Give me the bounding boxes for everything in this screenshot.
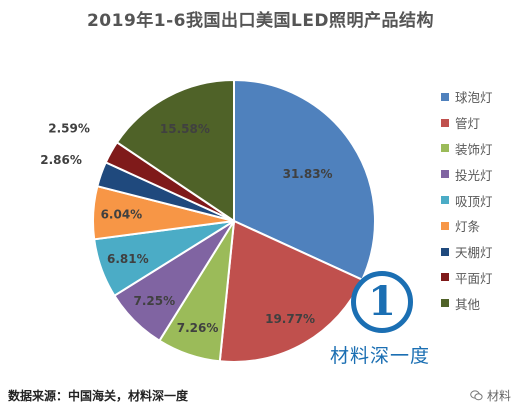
legend-swatch xyxy=(441,196,449,205)
legend-item: 吸顶灯 xyxy=(441,187,519,213)
chart-title: 2019年1-6我国出口美国LED照明产品结构 xyxy=(86,11,435,31)
legend-label: 其他 xyxy=(455,296,481,312)
data-label-3: 7.26% xyxy=(177,321,219,335)
data-label-9: 15.58% xyxy=(160,122,210,136)
legend-label: 管灯 xyxy=(455,116,481,132)
credit: 材料 xyxy=(470,387,511,404)
data-label-1: 31.83% xyxy=(283,167,333,181)
credit-text: 材料 xyxy=(487,389,512,403)
watermark-text: 材料深一度 xyxy=(329,345,430,367)
watermark-logo-glyph: 1 xyxy=(368,278,396,325)
legend-item: 投光灯 xyxy=(441,161,519,187)
legend-item: 管灯 xyxy=(441,110,519,136)
pie-slice-1 xyxy=(233,78,376,282)
legend-item: 天棚灯 xyxy=(441,239,519,265)
pie-slice-9 xyxy=(115,78,235,223)
legend-swatch xyxy=(441,221,449,230)
legend-label: 灯条 xyxy=(455,219,481,235)
legend-label: 球泡灯 xyxy=(455,90,493,106)
pie-slices xyxy=(91,78,376,363)
legend-item: 装饰灯 xyxy=(441,136,519,162)
legend-item: 平面灯 xyxy=(441,265,519,291)
source-note: 数据来源：中国海关，材料深一度 xyxy=(8,389,189,403)
legend-item: 灯条 xyxy=(441,213,519,239)
legend-swatch xyxy=(441,170,449,179)
legend-swatch xyxy=(441,299,449,308)
legend-item: 其他 xyxy=(441,290,519,316)
legend-swatch xyxy=(441,118,449,127)
legend-label: 天棚灯 xyxy=(455,245,493,261)
data-label-7: 2.86% xyxy=(40,153,82,167)
legend-swatch xyxy=(441,92,449,101)
legend-swatch xyxy=(441,144,449,153)
data-label-8: 2.59% xyxy=(48,122,90,136)
data-label-5: 6.81% xyxy=(107,252,149,266)
legend-label: 投光灯 xyxy=(455,167,493,183)
data-label-4: 7.25% xyxy=(133,294,175,308)
legend-swatch xyxy=(441,273,449,282)
watermark: 1 材料深一度 xyxy=(315,267,445,377)
data-label-6: 6.04% xyxy=(101,207,143,221)
pie-data-labels: 31.83% 19.77% 7.26%7.25% 6.81% 6.04% 2.86% 2.5… xyxy=(40,122,332,335)
wechat-icon xyxy=(470,390,483,401)
legend-label: 平面灯 xyxy=(455,270,493,286)
legend-label: 装饰灯 xyxy=(455,141,493,157)
legend-swatch xyxy=(441,247,449,256)
legend: 球泡灯管灯装饰灯投光灯吸顶灯灯条天棚灯平面灯其他 xyxy=(441,84,519,316)
data-label-2: 19.77% xyxy=(265,312,315,326)
legend-item: 球泡灯 xyxy=(441,84,519,110)
watermark-logo: 1 xyxy=(351,271,413,333)
legend-label: 吸顶灯 xyxy=(455,193,493,209)
